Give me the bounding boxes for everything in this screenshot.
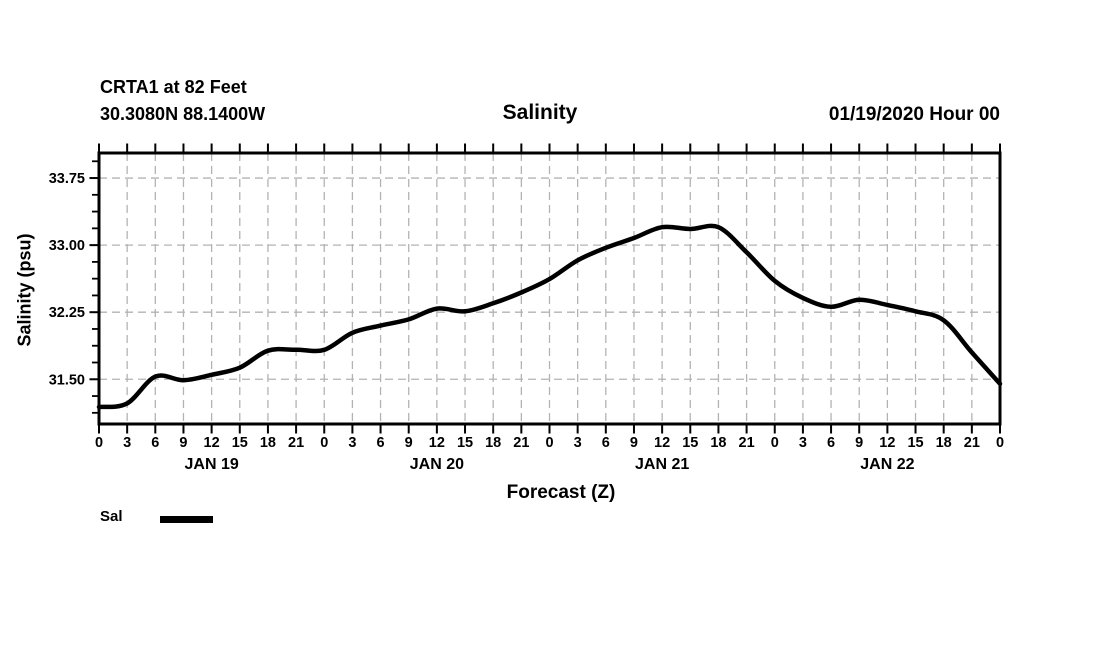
svg-text:32.25: 32.25 [49,305,85,321]
svg-text:JAN 22: JAN 22 [860,456,914,473]
svg-text:9: 9 [855,435,863,451]
svg-text:6: 6 [151,435,159,451]
svg-text:6: 6 [602,435,610,451]
svg-text:9: 9 [405,435,413,451]
svg-text:JAN 20: JAN 20 [410,456,464,473]
svg-text:6: 6 [377,435,385,451]
x-axis-title: Forecast (Z) [506,482,616,503]
svg-text:3: 3 [799,435,807,451]
svg-text:15: 15 [682,435,698,451]
svg-text:21: 21 [964,435,980,451]
forecast-run-datetime: 01/19/2020 Hour 00 [828,104,1000,125]
svg-text:6: 6 [827,435,835,451]
svg-text:3: 3 [123,435,131,451]
svg-text:12: 12 [429,435,445,451]
svg-text:15: 15 [232,435,248,451]
legend-label-sal: Sal [100,508,123,525]
svg-text:9: 9 [179,435,187,451]
svg-text:3: 3 [574,435,582,451]
svg-text:JAN 19: JAN 19 [185,456,239,473]
y-axis-ticks [89,160,98,414]
svg-text:31.50: 31.50 [49,372,85,388]
svg-text:0: 0 [320,435,328,451]
svg-text:18: 18 [485,435,501,451]
svg-text:21: 21 [739,435,755,451]
svg-text:0: 0 [771,435,779,451]
series-line-sal [96,223,1003,410]
svg-text:12: 12 [654,435,670,451]
svg-text:15: 15 [457,435,473,451]
svg-text:0: 0 [996,435,1004,451]
x-axis-ticks [98,143,1001,434]
svg-text:3: 3 [348,435,356,451]
plot-border [97,151,1002,426]
station-coordinates: 30.3080N 88.1400W [100,104,266,124]
svg-text:21: 21 [288,435,304,451]
y-axis-tick-labels: 31.50 32.25 33.00 33.75 [49,171,85,388]
svg-text:12: 12 [879,435,895,451]
legend-line-swatch [160,516,213,523]
page-title: Salinity [502,101,578,124]
svg-text:12: 12 [204,435,220,451]
svg-text:18: 18 [260,435,276,451]
svg-text:33.75: 33.75 [49,171,85,187]
x-axis-tick-labels: 0 3 6 9 12 15 18 21 0 3 6 9 12 15 18 21 0 3 6 9 12 15 18 21 0 3 6 9… [95,435,1004,451]
x-axis-day-labels: JAN 19 JAN 20 JAN 21 JAN 22 [185,456,915,473]
svg-text:0: 0 [95,435,103,451]
gridlines [99,153,1000,424]
svg-text:33.00: 33.00 [49,238,85,254]
svg-text:18: 18 [936,435,952,451]
station-name: CRTA1 at 82 Feet [100,77,247,97]
svg-text:18: 18 [710,435,726,451]
svg-text:9: 9 [630,435,638,451]
svg-text:JAN 21: JAN 21 [635,456,689,473]
svg-text:15: 15 [907,435,923,451]
svg-text:0: 0 [545,435,553,451]
svg-text:21: 21 [513,435,529,451]
